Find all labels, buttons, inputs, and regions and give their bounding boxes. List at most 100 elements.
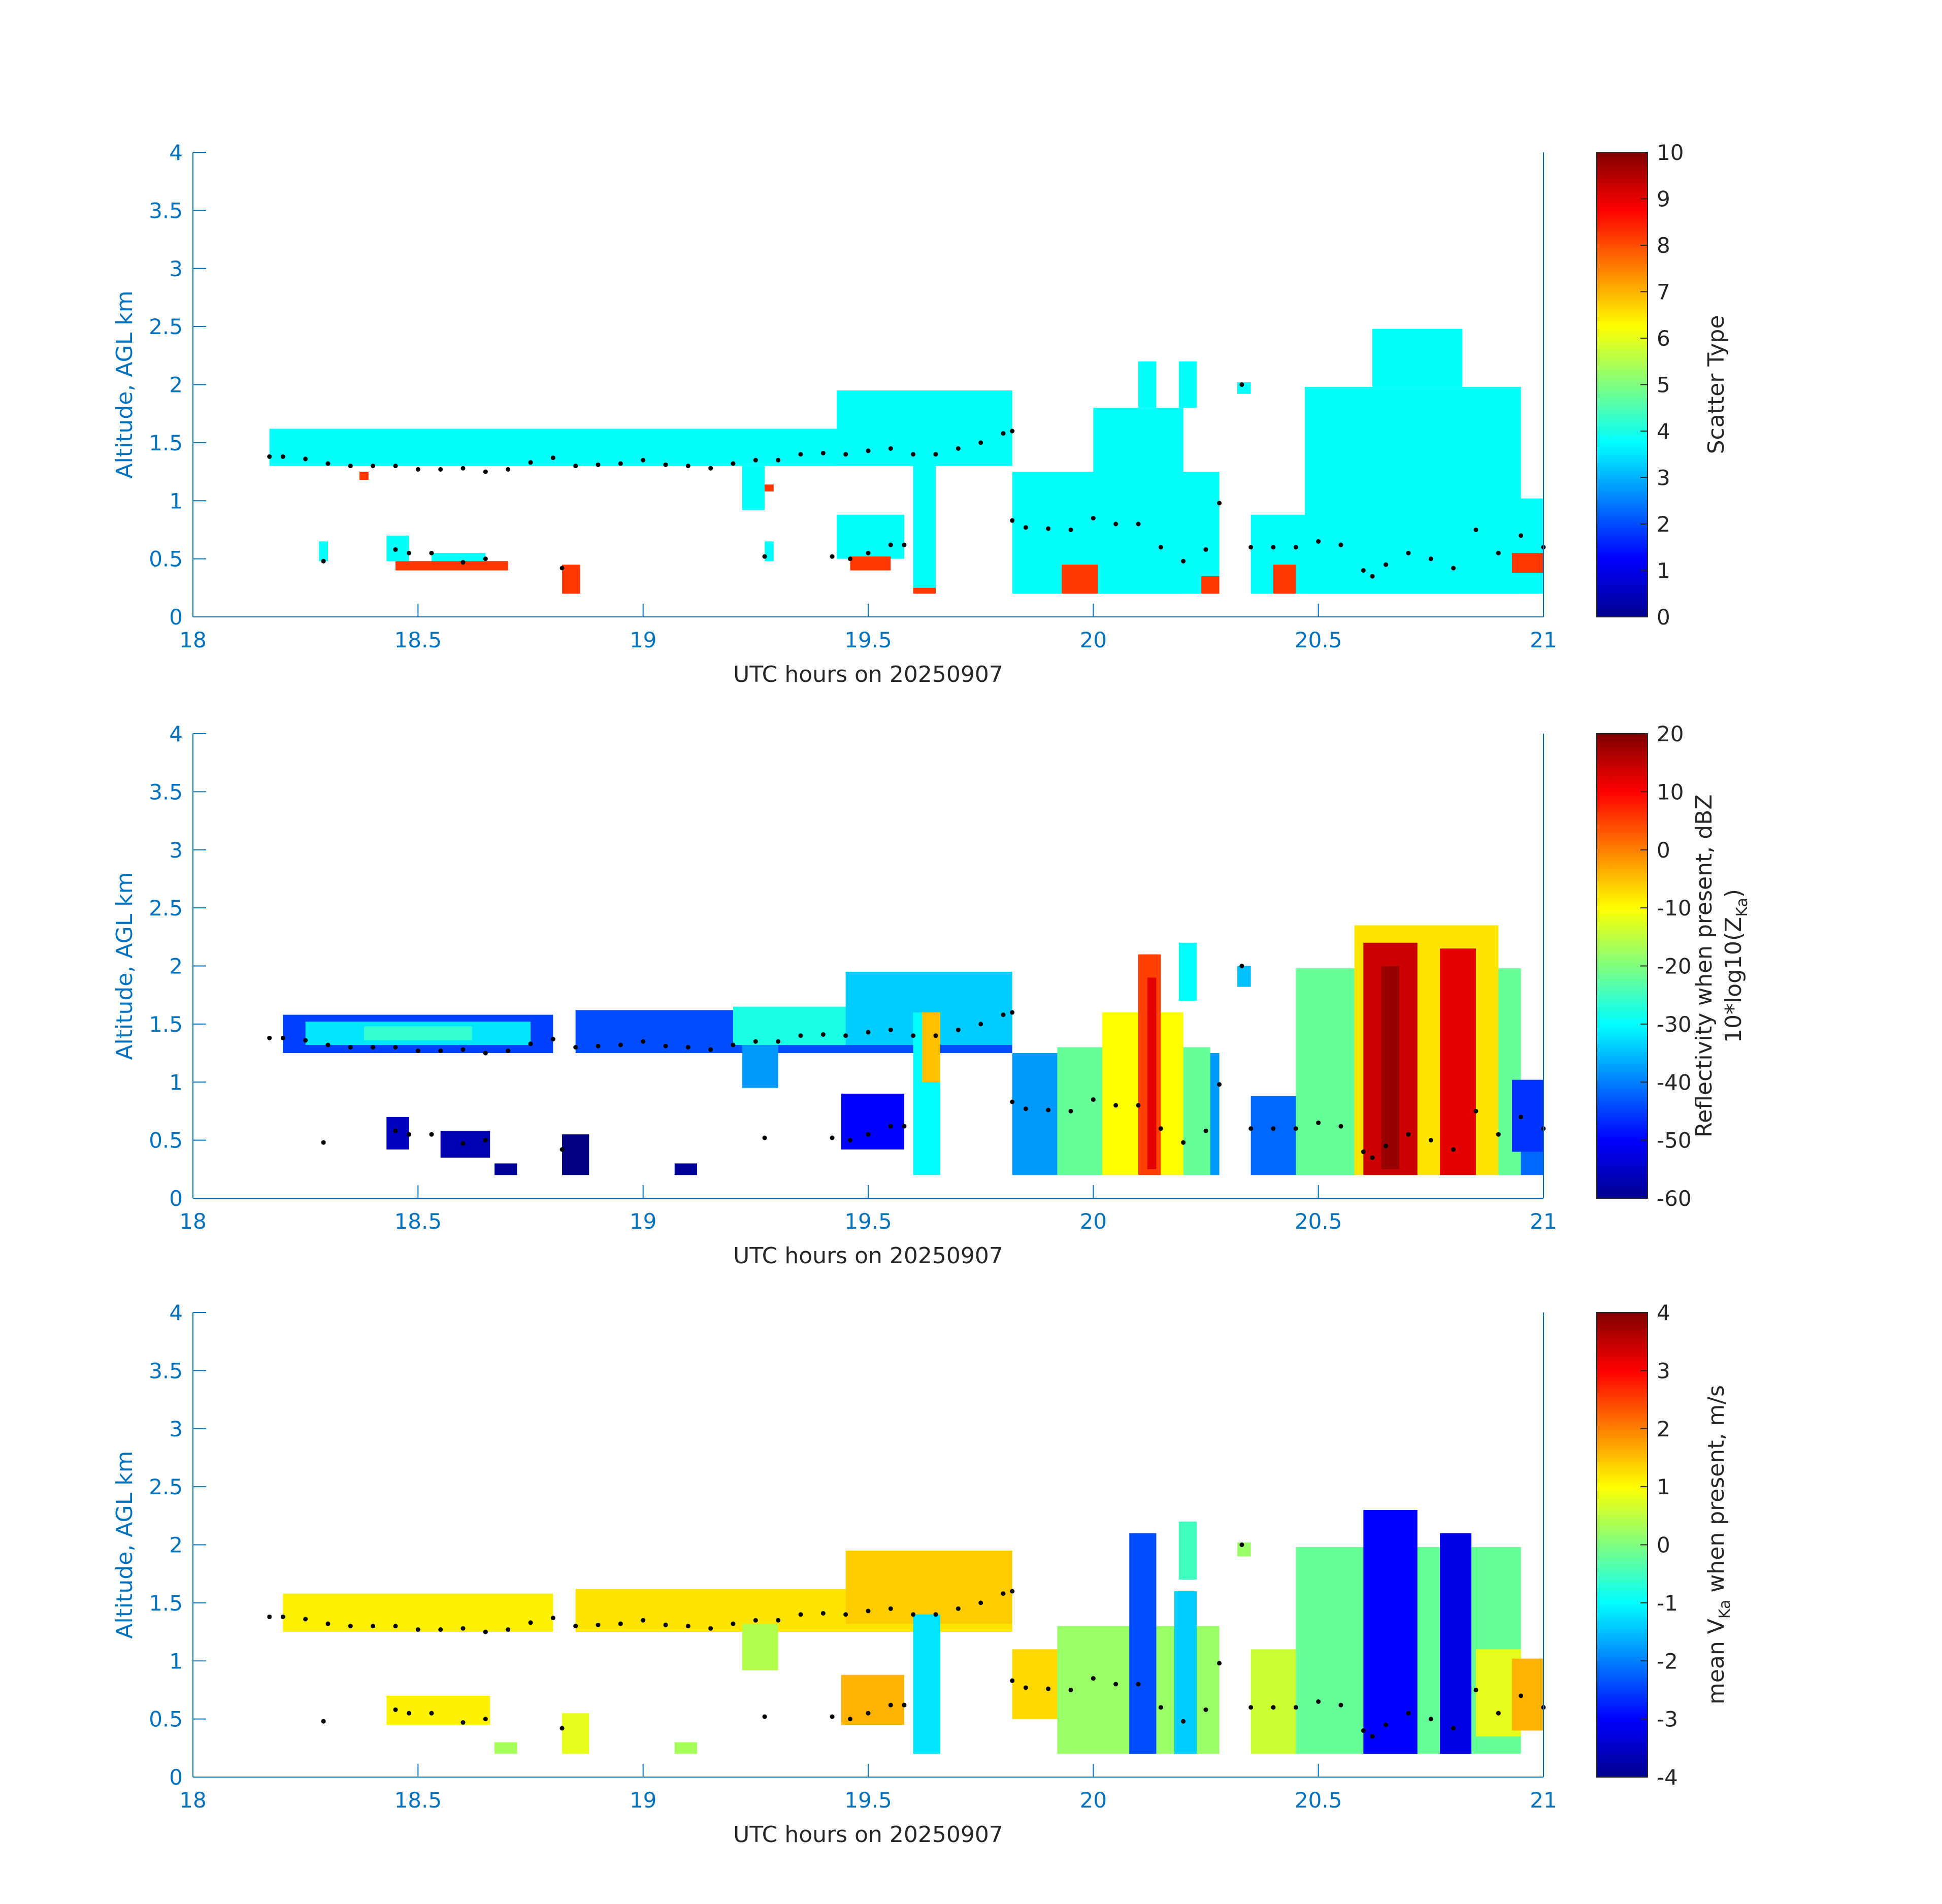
cloud-base-point: [1091, 1676, 1096, 1681]
y-tick-label: 0: [169, 1186, 183, 1211]
cloud-base-point: [848, 1138, 853, 1143]
cloud-base-point: [1046, 1686, 1051, 1691]
cloud-cell: [1138, 361, 1157, 408]
cloud-base-point: [685, 464, 690, 469]
cloud-base-point: [618, 461, 623, 466]
cloud-base-point: [506, 467, 511, 472]
cloud-base-point: [1406, 550, 1411, 555]
y-axis-label: Altitude, AGL km: [112, 290, 138, 478]
cloud-cell: [495, 1163, 517, 1175]
cloud-base-point: [267, 454, 272, 459]
y-tick-label: 2.5: [149, 314, 183, 339]
cloud-base-point: [1158, 545, 1163, 550]
cloud-base-point: [1361, 1150, 1366, 1154]
x-tick-label: 20.5: [1295, 1788, 1342, 1813]
y-tick-label: 0.5: [149, 547, 183, 572]
cloud-base-point: [1181, 1140, 1186, 1145]
cloud-cell: [1147, 977, 1157, 1169]
y-tick-label: 3.5: [149, 1358, 183, 1383]
cloud-cell: [850, 556, 891, 571]
cloud-base-point: [415, 467, 420, 472]
cloud-base-point: [483, 1717, 488, 1722]
y-tick-label: 1: [169, 488, 183, 513]
cloud-base-point: [1338, 1702, 1343, 1708]
cloud-base-point: [1158, 1705, 1163, 1710]
cloud-base-point: [978, 1600, 983, 1605]
cloud-base-point: [1181, 559, 1186, 564]
colorbar-gradient: [1596, 733, 1648, 1199]
cloud-base-point: [1217, 1661, 1222, 1666]
cloud-base-point: [371, 1045, 376, 1050]
cloud-cell: [922, 1012, 940, 1082]
colorbar-tick-label: -50: [1657, 1128, 1692, 1153]
cloud-base-point: [978, 1022, 983, 1027]
cloud-cell: [845, 1550, 1012, 1624]
cloud-base-point: [641, 1039, 646, 1044]
cloud-base-point: [1248, 545, 1254, 550]
cloud-base-point: [663, 462, 668, 467]
x-tick-label: 18.5: [394, 1209, 442, 1234]
cloud-base-point: [911, 1033, 916, 1038]
y-tick-label: 1: [169, 1070, 183, 1095]
x-axis-label: UTC hours on 20250907: [733, 662, 1003, 687]
cloud-field: [269, 329, 1543, 594]
cloud-base-markers: [267, 964, 1546, 1160]
cloud-cell: [562, 565, 580, 594]
cloud-cell: [1129, 1533, 1157, 1754]
cloud-base-point: [830, 1714, 835, 1719]
x-tick-label: 18.5: [394, 628, 442, 652]
y-tick-label: 3: [169, 256, 183, 281]
cloud-base-point: [483, 1051, 488, 1056]
colorbar-tick-label: 3: [1657, 1358, 1670, 1383]
cloud-base-point: [267, 1035, 272, 1040]
cloud-cell: [836, 390, 1012, 466]
colorbar-tick-label: -30: [1657, 1012, 1692, 1037]
cloud-base-point: [325, 1621, 331, 1626]
colorbar-tick-label: -60: [1657, 1186, 1692, 1211]
x-tick-label: 20.5: [1295, 628, 1342, 652]
cloud-base-point: [573, 1045, 578, 1050]
cloud-cell: [1178, 1521, 1197, 1580]
cloud-cell: [765, 484, 774, 491]
cloud-base-point: [663, 1043, 668, 1048]
cloud-base-point: [1271, 1705, 1276, 1710]
cloud-base-point: [1338, 542, 1343, 547]
cloud-base-point: [348, 1624, 353, 1629]
cloud-base-point: [1068, 527, 1073, 532]
cloud-base-point: [393, 1045, 398, 1050]
y-tick-label: 1: [169, 1649, 183, 1673]
y-tick-label: 2: [169, 954, 183, 979]
cloud-base-point: [550, 1037, 555, 1042]
y-tick-label: 4: [169, 721, 183, 746]
colorbar-tick-label: 1: [1657, 559, 1670, 583]
colorbar-gradient: [1596, 152, 1648, 617]
y-tick-label: 2: [169, 373, 183, 398]
cloud-base-point: [1001, 1591, 1006, 1596]
cloud-base-point: [1293, 1126, 1298, 1131]
x-tick-label: 19: [630, 1209, 656, 1234]
cloud-base-point: [933, 1033, 938, 1038]
cloud-base-point: [911, 1612, 916, 1617]
cloud-base-point: [1046, 1107, 1051, 1112]
cloud-base-point: [1023, 525, 1028, 530]
cloud-base-point: [1473, 1687, 1478, 1692]
cloud-base-point: [1406, 1132, 1411, 1137]
cloud-base-point: [1023, 1685, 1028, 1690]
cloud-cell: [396, 561, 508, 571]
colorbar-tick-label: 9: [1657, 187, 1670, 212]
cloud-base-point: [902, 1702, 907, 1708]
cloud-base-point: [1181, 1719, 1186, 1724]
cloud-base-point: [1451, 1726, 1456, 1731]
cloud-base-point: [1203, 1707, 1208, 1712]
cloud-cell: [1305, 387, 1521, 594]
cloud-base-point: [753, 457, 758, 463]
cloud-base-point: [559, 1147, 565, 1152]
cloud-base-point: [267, 1614, 272, 1619]
cloud-base-point: [762, 1135, 767, 1140]
cloud-cell: [359, 472, 369, 480]
cloud-base-point: [550, 1616, 555, 1621]
cloud-base-point: [888, 1702, 893, 1708]
cloud-base-point: [596, 1622, 601, 1627]
